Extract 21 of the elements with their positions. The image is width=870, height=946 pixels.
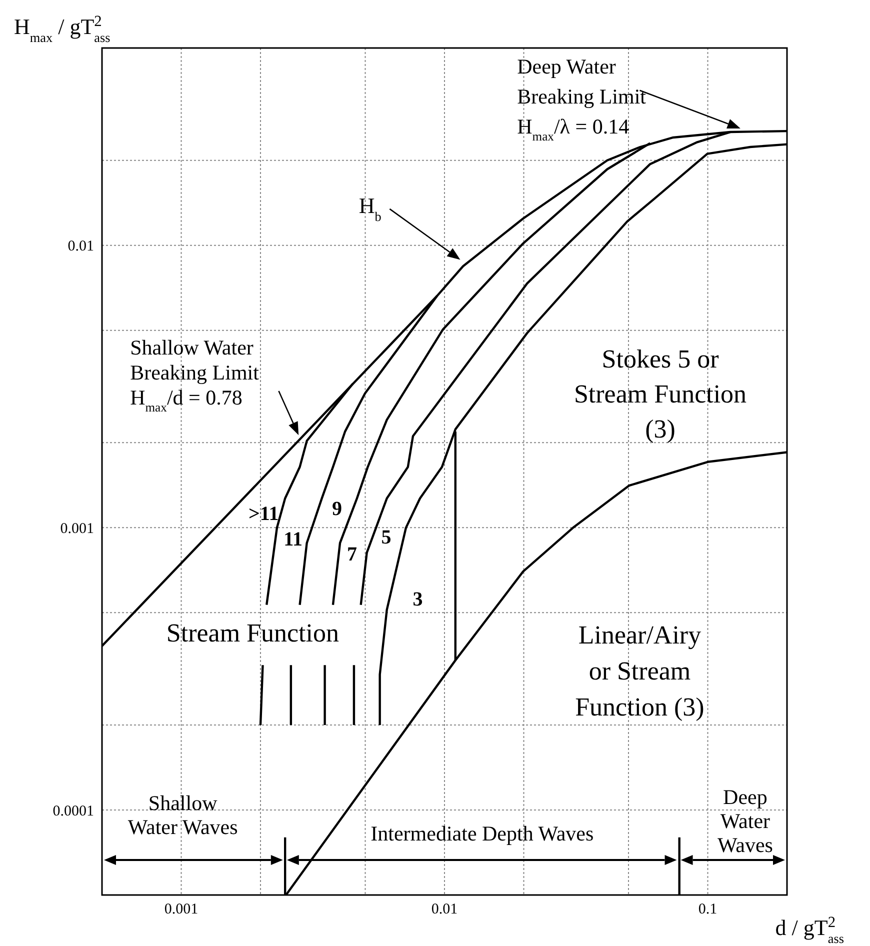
- annotation: >11: [248, 503, 279, 526]
- annotation: Stokes 5 or Stream Function (3): [574, 344, 747, 444]
- x-tick-label: 0.001: [164, 902, 198, 918]
- annotation: Deep Water Waves: [717, 784, 773, 857]
- y-tick-label: 0.001: [60, 521, 94, 537]
- annotation: 7: [347, 544, 358, 566]
- x-tick-label: 0.01: [431, 902, 458, 918]
- annotation: H$_{b}$: [358, 193, 382, 224]
- annotation: 3: [412, 588, 423, 611]
- annotation: Shallow Water Waves: [128, 790, 238, 839]
- y-tick-label: 0.0001: [52, 803, 94, 820]
- annotation: Intermediate Depth Waves: [370, 822, 594, 846]
- annotation: 11: [284, 528, 303, 550]
- annotation: Linear/Airy or Stream Function (3): [575, 620, 704, 722]
- annotation: Deep Water Breaking Limit H$_{max}$/λ = 0.14: [517, 54, 646, 144]
- annotation: 9: [332, 498, 342, 520]
- y-tick-label: 0.01: [68, 238, 94, 255]
- annotation: Stream Function: [166, 618, 339, 648]
- x-tick-label: 0.1: [698, 902, 718, 918]
- annotation: Shallow Water Breaking Limit H$_{max}$/d = 0.78: [130, 336, 260, 415]
- annotation: 5: [381, 526, 392, 549]
